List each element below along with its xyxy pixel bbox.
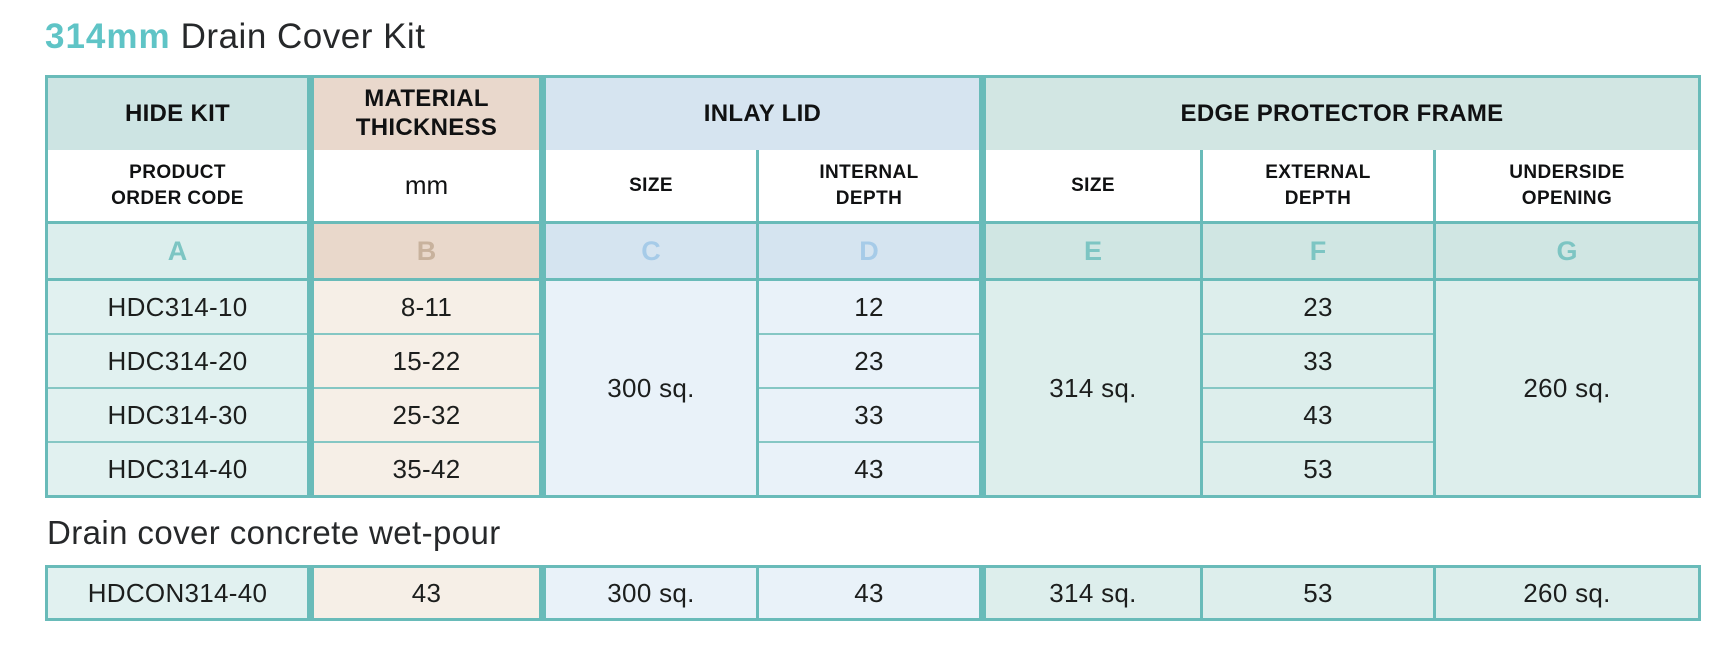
subheader-mm: mm bbox=[307, 150, 543, 224]
material-thickness-cell: 25-32 bbox=[307, 387, 543, 442]
letter-g: G bbox=[1432, 222, 1700, 281]
drain-cover-kit-table: HIDE KIT MATERIAL THICKNESS INLAY LID ED… bbox=[45, 75, 1702, 498]
underside-opening-cell: 260 sq. bbox=[1433, 566, 1700, 620]
subheader-external-depth: EXTERNAL DEPTH bbox=[1200, 150, 1435, 224]
letter-c: C bbox=[539, 222, 758, 281]
table-row: HDC314-10 8-11 300 sq. 12 314 sq. 23 260… bbox=[46, 279, 1700, 497]
product-code-cell: HDC314-10 bbox=[46, 279, 311, 334]
material-thickness-cell: 35-42 bbox=[307, 441, 543, 497]
subheader-row: PRODUCT ORDER CODE mm SIZE INTERNAL DEPT… bbox=[46, 150, 1700, 224]
group-header-material-thickness: MATERIAL THICKNESS bbox=[307, 76, 543, 150]
material-thickness-cell: 15-22 bbox=[307, 333, 543, 388]
title-size-highlight: 314mm bbox=[45, 17, 171, 56]
underside-opening-merged-cell: 260 sq. bbox=[1432, 279, 1700, 497]
catalog-page: 314mm Drain Cover Kit HIDE KIT MATERIAL T… bbox=[45, 14, 1724, 621]
subheader-inlay-size: SIZE bbox=[539, 150, 758, 224]
internal-depth-cell: 43 bbox=[756, 441, 983, 497]
inlay-lid-size-merged-cell: 300 sq. bbox=[539, 279, 758, 497]
subheader-frame-size: SIZE bbox=[979, 150, 1202, 224]
letter-row: A B C D E F G bbox=[46, 222, 1700, 281]
external-depth-cell: 53 bbox=[1200, 566, 1435, 620]
wetpour-section-heading: Drain cover concrete wet-pour bbox=[47, 514, 501, 551]
subheader-product-order-code: PRODUCT ORDER CODE bbox=[46, 150, 311, 224]
external-depth-cell: 53 bbox=[1200, 441, 1435, 497]
frame-size-merged-cell: 314 sq. bbox=[979, 279, 1202, 497]
external-depth-cell: 43 bbox=[1200, 387, 1435, 442]
product-code-cell: HDC314-40 bbox=[46, 441, 311, 497]
group-header-row: HIDE KIT MATERIAL THICKNESS INLAY LID ED… bbox=[46, 76, 1700, 150]
internal-depth-cell: 23 bbox=[756, 333, 983, 388]
inlay-lid-size-cell: 300 sq. bbox=[539, 566, 758, 620]
internal-depth-cell: 43 bbox=[756, 566, 983, 620]
group-header-inlay-lid: INLAY LID bbox=[539, 76, 983, 150]
wetpour-table: HDCON314-40 43 300 sq. 43 314 sq. 53 260… bbox=[45, 565, 1701, 621]
letter-b: B bbox=[307, 222, 543, 281]
group-header-hide-kit: HIDE KIT bbox=[46, 76, 311, 150]
title-text: Drain Cover Kit bbox=[180, 17, 426, 56]
frame-size-cell: 314 sq. bbox=[979, 566, 1202, 620]
product-code-cell: HDC314-20 bbox=[46, 333, 311, 388]
table-row: HDC314-20 15-22 23 33 bbox=[46, 333, 1700, 388]
letter-e: E bbox=[979, 222, 1202, 281]
internal-depth-cell: 33 bbox=[756, 387, 983, 442]
letter-d: D bbox=[756, 222, 983, 281]
letter-a: A bbox=[46, 222, 311, 281]
material-thickness-cell: 43 bbox=[307, 566, 543, 620]
table-row: HDC314-30 25-32 33 43 bbox=[46, 387, 1700, 442]
subheader-underside-opening: UNDERSIDE OPENING bbox=[1432, 150, 1700, 224]
internal-depth-cell: 12 bbox=[756, 279, 983, 334]
product-code-cell: HDC314-30 bbox=[46, 387, 311, 442]
external-depth-cell: 23 bbox=[1200, 279, 1435, 334]
table-row: HDC314-40 35-42 43 53 bbox=[46, 441, 1700, 497]
subheader-internal-depth: INTERNAL DEPTH bbox=[756, 150, 983, 224]
page-title: 314mm Drain Cover Kit bbox=[45, 14, 1724, 60]
product-code-cell: HDCON314-40 bbox=[46, 566, 311, 620]
material-thickness-cell: 8-11 bbox=[307, 279, 543, 334]
letter-f: F bbox=[1200, 222, 1435, 281]
table-row: HDCON314-40 43 300 sq. 43 314 sq. 53 260… bbox=[46, 566, 1700, 620]
external-depth-cell: 33 bbox=[1200, 333, 1435, 388]
group-header-edge-protector-frame: EDGE PROTECTOR FRAME bbox=[978, 76, 1700, 150]
